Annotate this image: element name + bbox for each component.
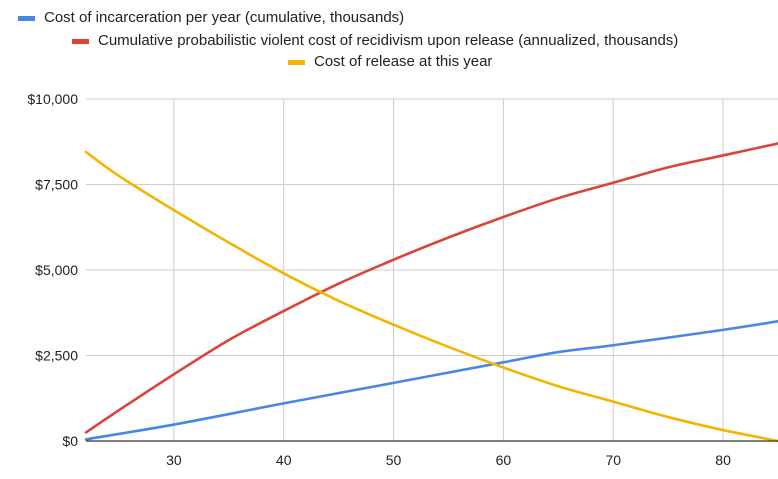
x-tick-label: 60: [496, 452, 512, 468]
legend-label-1: Cost of incarceration per year (cumulati…: [44, 9, 404, 26]
legend-label-3: Cost of release at this year: [314, 53, 492, 70]
y-tick-label: $7,500: [35, 177, 78, 193]
grid-lines: [86, 98, 778, 441]
series-line-3: [84, 150, 778, 443]
y-tick-label: $5,000: [35, 262, 78, 278]
x-tick-label: 80: [715, 452, 731, 468]
y-tick-label: $2,500: [35, 348, 78, 364]
y-tick-label: $10,000: [27, 91, 78, 107]
legend: Cost of incarceration per year (cumulati…: [18, 9, 678, 70]
series-lines: [84, 142, 778, 443]
x-tick-label: 70: [605, 452, 621, 468]
x-tick-label: 40: [276, 452, 292, 468]
y-tick-label: $0: [62, 433, 78, 449]
x-tick-label: 30: [166, 452, 182, 468]
legend-swatch-1: [18, 16, 35, 21]
series-line-2: [84, 142, 778, 434]
legend-label-2: Cumulative probabilistic violent cost of…: [98, 32, 678, 49]
axes: $0 $2,500 $5,000 $7,500 $10,000 30 40 50 60 70 80: [27, 91, 778, 468]
legend-swatch-3: [288, 60, 305, 65]
series-line-1: [84, 320, 778, 441]
x-tick-label: 50: [386, 452, 402, 468]
legend-swatch-2: [72, 39, 89, 44]
